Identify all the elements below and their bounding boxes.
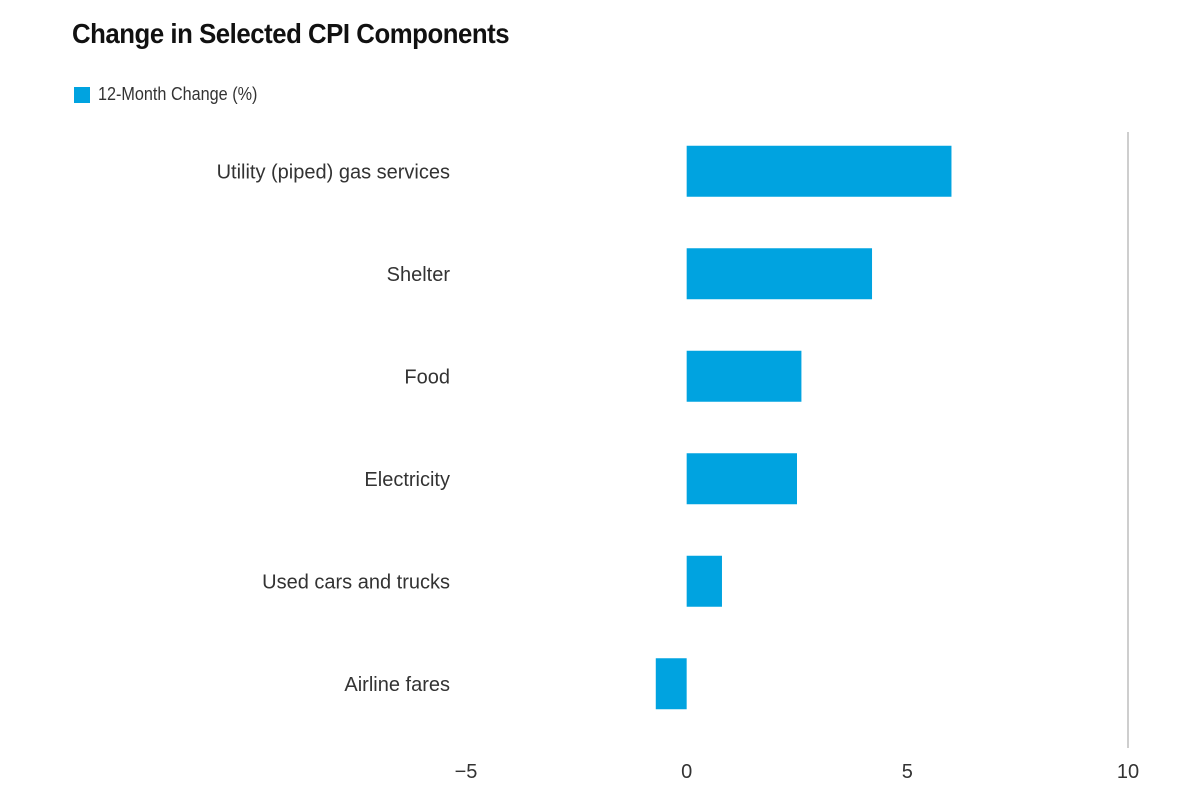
bar bbox=[686, 248, 873, 300]
legend-swatch bbox=[74, 86, 90, 103]
x-tick-label: −5 bbox=[455, 761, 478, 783]
x-tick-label: 5 bbox=[902, 761, 913, 783]
chart-title: Change in Selected CPI Components bbox=[72, 18, 510, 49]
x-tick-label: 10 bbox=[1117, 761, 1139, 783]
category-label: Used cars and trucks bbox=[262, 571, 450, 593]
bar bbox=[655, 658, 687, 710]
category-label: Food bbox=[404, 366, 450, 388]
category-label: Electricity bbox=[364, 469, 450, 491]
category-label: Airline fares bbox=[344, 674, 450, 696]
category-label: Utility (piped) gas services bbox=[217, 161, 450, 183]
category-label: Shelter bbox=[387, 264, 451, 286]
x-tick-label: 0 bbox=[681, 761, 692, 783]
bar bbox=[686, 453, 797, 505]
legend-label: 12-Month Change (%) bbox=[98, 84, 258, 104]
bar bbox=[686, 145, 952, 197]
bar bbox=[686, 350, 802, 402]
legend: 12-Month Change (%) bbox=[74, 84, 275, 105]
bar bbox=[686, 555, 722, 607]
